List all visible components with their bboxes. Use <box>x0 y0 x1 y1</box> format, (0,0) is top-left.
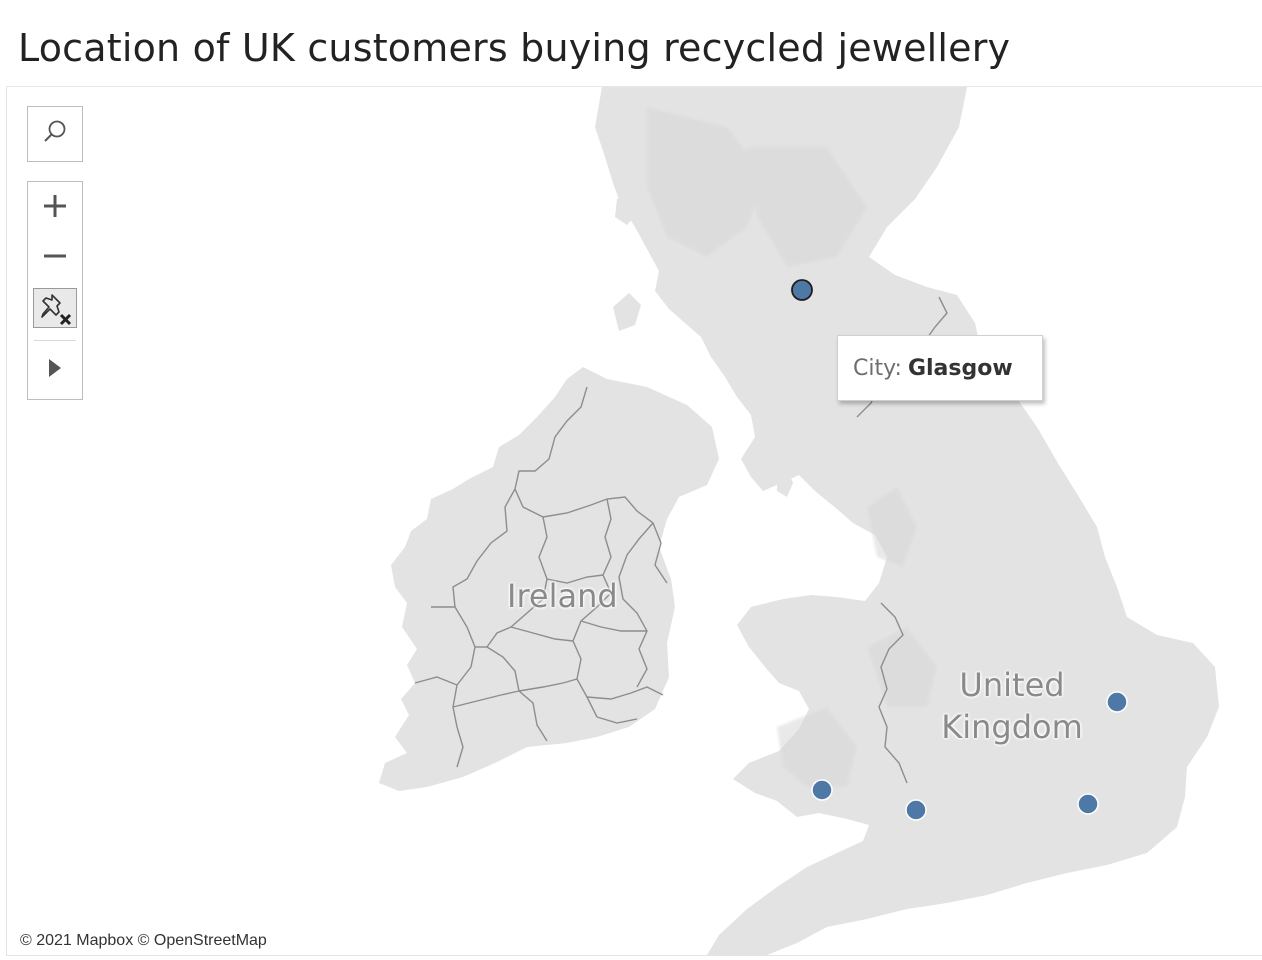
map-view[interactable]: Ireland United Kingdom City: Glasgow © 2… <box>6 87 1262 956</box>
map-zoom-controls[interactable] <box>27 181 83 400</box>
zoom-out-button[interactable] <box>28 234 82 282</box>
toolbar-divider <box>34 340 76 341</box>
marker-tooltip: City: Glasgow <box>837 335 1043 401</box>
hebrides <box>613 293 641 331</box>
tooltip-label: City: <box>853 355 902 381</box>
united-kingdom-label-line2: Kingdom <box>941 708 1083 746</box>
play-triangle-icon <box>47 358 63 382</box>
title-divider <box>6 86 1262 87</box>
isle-of-man <box>777 467 793 497</box>
expand-toolbar-button[interactable] <box>28 346 82 394</box>
map-search-control[interactable] <box>27 106 83 162</box>
united-kingdom-label: United Kingdom <box>937 664 1087 748</box>
unpin-map-icon <box>38 291 74 331</box>
customer-marker[interactable] <box>1077 793 1099 815</box>
customer-marker[interactable] <box>1106 691 1128 713</box>
hebrides-north <box>615 191 639 225</box>
ireland-county-borders <box>414 386 668 768</box>
ireland-label: Ireland <box>507 577 618 615</box>
plus-icon <box>43 194 67 222</box>
minus-icon <box>43 244 67 272</box>
united-kingdom-label-line1: United <box>959 666 1065 704</box>
page-title: Location of UK customers buying recycled… <box>18 26 1011 70</box>
customer-marker[interactable] <box>811 779 833 801</box>
terrain-shading <box>647 107 937 787</box>
customer-marker-selected[interactable] <box>791 279 813 301</box>
search-icon <box>42 119 68 149</box>
tooltip-value: Glasgow <box>907 355 1013 381</box>
customer-markers[interactable] <box>791 279 1128 821</box>
customer-marker[interactable] <box>905 799 927 821</box>
basemap[interactable] <box>7 87 1262 955</box>
zoom-in-button[interactable] <box>28 184 82 232</box>
unpin-map-button[interactable] <box>33 288 77 328</box>
search-button[interactable] <box>28 107 82 161</box>
map-attribution[interactable]: © 2021 Mapbox © OpenStreetMap <box>14 929 273 953</box>
